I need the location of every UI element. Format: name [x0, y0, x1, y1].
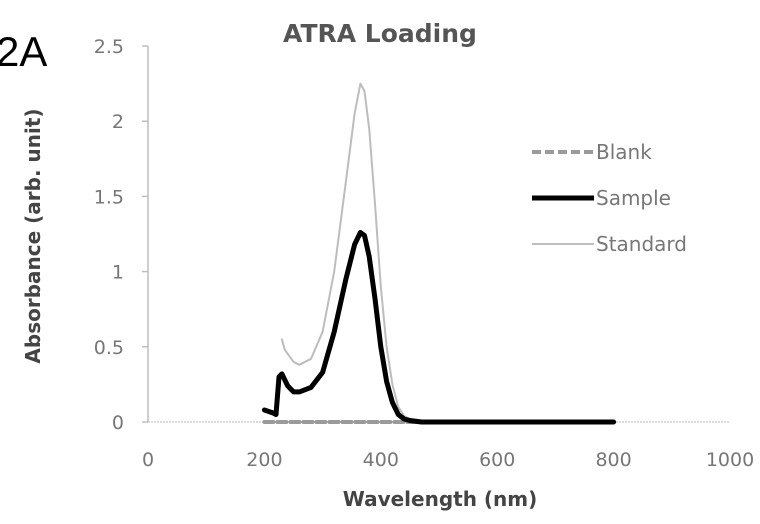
chart-title: ATRA Loading — [283, 19, 477, 48]
x-tick-label: 1000 — [706, 449, 754, 471]
x-tick-label: 200 — [246, 449, 282, 471]
x-tick-label: 0 — [142, 449, 154, 471]
series-line-standard — [282, 84, 614, 422]
y-tick-label: 1.5 — [94, 186, 124, 208]
figure-label: 2A — [0, 28, 47, 76]
series-group — [264, 84, 613, 422]
y-axis-title: Absorbance (arb. unit) — [21, 108, 45, 363]
x-tick-label: 600 — [479, 449, 515, 471]
x-axis-title: Wavelength (nm) — [343, 487, 538, 511]
series-line-sample — [264, 233, 613, 423]
y-tick-label: 2 — [112, 111, 124, 133]
x-tick-label: 800 — [595, 449, 631, 471]
legend-label-sample: Sample — [596, 186, 671, 210]
y-tick-label: 0.5 — [94, 337, 124, 359]
legend-label-blank: Blank — [596, 140, 652, 164]
y-tick-label: 2.5 — [94, 36, 124, 58]
y-tick-group: 0 0.5 1 1.5 2 2.5 — [94, 36, 148, 434]
x-tick-label: 400 — [363, 449, 399, 471]
legend-label-standard: Standard — [596, 232, 687, 256]
legend: Blank Sample Standard — [532, 140, 687, 256]
x-tick-group: 0 200 400 600 800 1000 — [142, 449, 754, 471]
y-tick-label: 1 — [112, 262, 124, 284]
y-tick-label: 0 — [112, 412, 124, 434]
